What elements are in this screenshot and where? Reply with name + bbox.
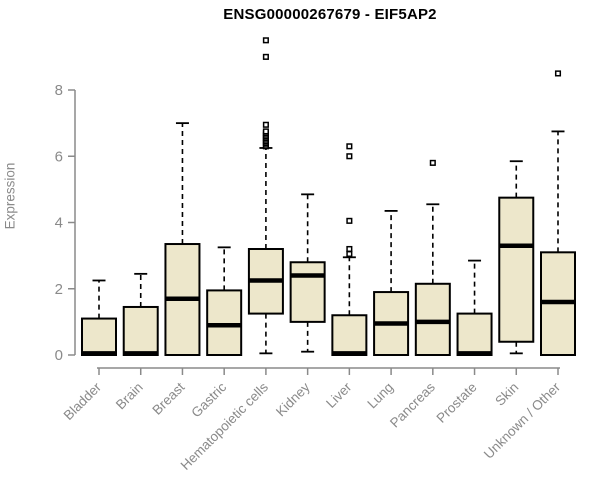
x-tick-label: Bladder bbox=[61, 379, 105, 423]
box-rect bbox=[498, 196, 535, 343]
outlier-point bbox=[262, 128, 269, 135]
x-tick-label: Unknown / Other bbox=[481, 379, 564, 462]
box-group-hematopoietic-cells bbox=[247, 37, 284, 355]
box-group-breast bbox=[164, 122, 201, 356]
box-rect bbox=[414, 282, 451, 356]
y-tick-label: 2 bbox=[55, 281, 63, 298]
x-tick-label: Skin bbox=[492, 380, 521, 409]
x-tick-label: Gastric bbox=[188, 379, 229, 420]
box-group-unknown-other bbox=[540, 70, 576, 356]
outlier-point bbox=[262, 53, 269, 60]
y-tick-label: 4 bbox=[55, 215, 63, 232]
outlier-point bbox=[346, 217, 353, 224]
x-tick-label: Brain bbox=[113, 380, 146, 413]
box-rect bbox=[331, 314, 368, 356]
outlier-point bbox=[429, 159, 436, 166]
x-tick-label: Prostate bbox=[434, 380, 480, 426]
box-rect bbox=[122, 305, 159, 356]
outlier-point bbox=[554, 70, 562, 77]
outlier-point bbox=[346, 153, 353, 160]
outlier-point bbox=[262, 121, 269, 128]
y-tick-label: 0 bbox=[55, 347, 63, 364]
chart-title: ENSG00000267679 - EIF5AP2 bbox=[223, 6, 437, 23]
outlier-point bbox=[346, 143, 353, 150]
x-tick-label: Breast bbox=[149, 379, 187, 417]
box-group-liver bbox=[331, 143, 368, 356]
x-tick-label: Kidney bbox=[273, 379, 313, 419]
box-group-skin bbox=[498, 160, 535, 355]
box-group-lung bbox=[373, 210, 410, 356]
x-tick-label: Liver bbox=[323, 379, 355, 411]
outlier-point bbox=[346, 245, 353, 253]
box-rect bbox=[456, 312, 493, 356]
box-group-prostate bbox=[456, 259, 493, 356]
x-tick-label: Lung bbox=[364, 380, 396, 412]
box-rect bbox=[81, 317, 117, 356]
box-rect bbox=[206, 289, 243, 356]
box-rect bbox=[289, 261, 326, 323]
outlier-point bbox=[346, 250, 353, 258]
box-group-gastric bbox=[206, 246, 243, 356]
box-group-pancreas bbox=[414, 159, 451, 356]
y-tick-label: 6 bbox=[55, 148, 63, 165]
x-tick-label: Pancreas bbox=[387, 379, 438, 430]
box-group-bladder bbox=[81, 279, 117, 356]
box-group-brain bbox=[122, 272, 159, 356]
outlier-point bbox=[262, 37, 269, 44]
y-tick-label: 8 bbox=[55, 82, 63, 99]
box-group-kidney bbox=[289, 193, 326, 353]
